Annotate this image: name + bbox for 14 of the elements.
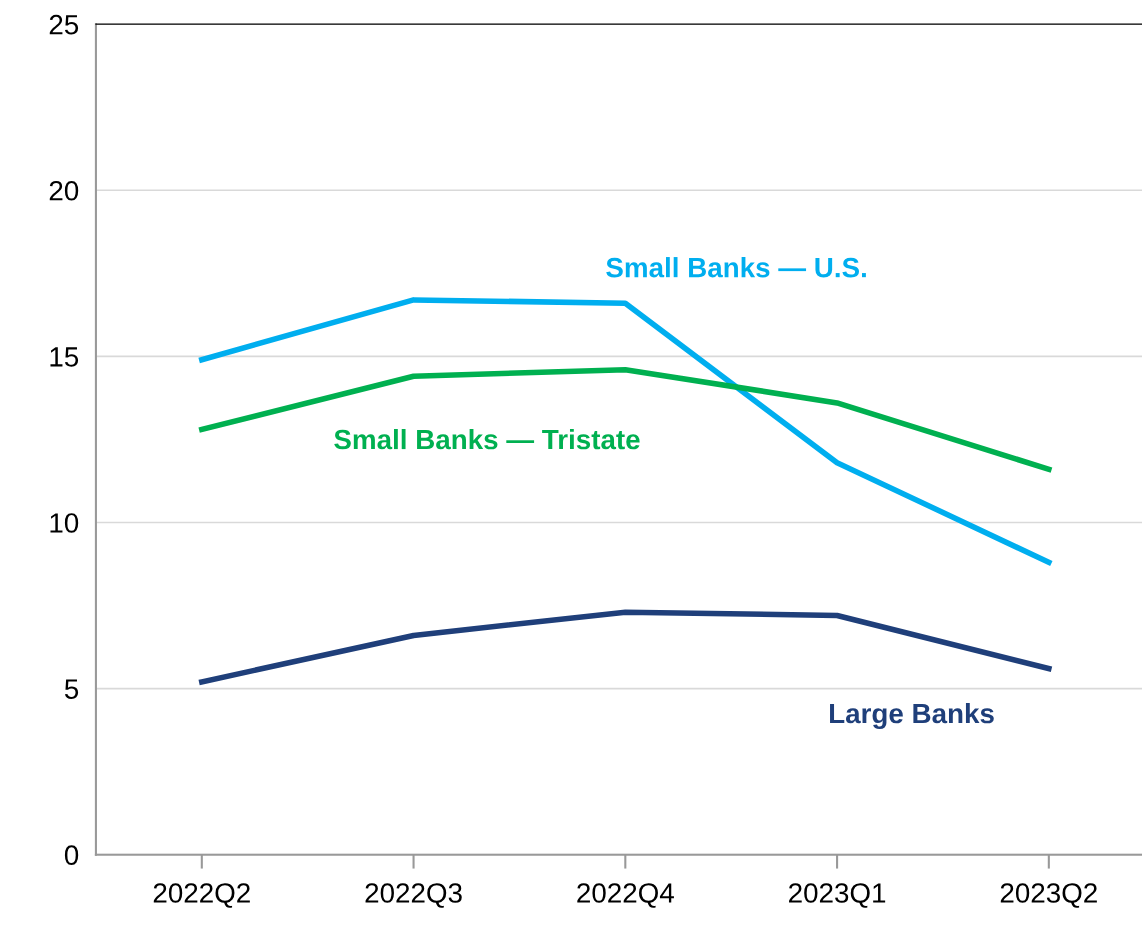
y-tick-label: 10 (50, 513, 79, 533)
y-tick-label: 5 (64, 679, 79, 699)
series-label: Small Banks — Tristate (334, 428, 640, 450)
y-tick-label: 20 (49, 180, 79, 201)
y-tick-label: 25 (49, 14, 79, 35)
series-label: Small Banks — U.S. (606, 257, 866, 278)
x-tick-label: 2022Q2 (153, 883, 250, 908)
x-tick-label: 2022Q4 (577, 883, 674, 908)
x-tick-label: 2022Q3 (365, 883, 462, 908)
x-tick-label: 2023Q2 (1000, 883, 1097, 908)
y-tick-label: 0 (64, 845, 79, 866)
series-label: Large Banks (830, 702, 994, 729)
x-tick-label: 2023Q1 (789, 883, 886, 908)
y-tick-label: 15 (50, 347, 79, 367)
